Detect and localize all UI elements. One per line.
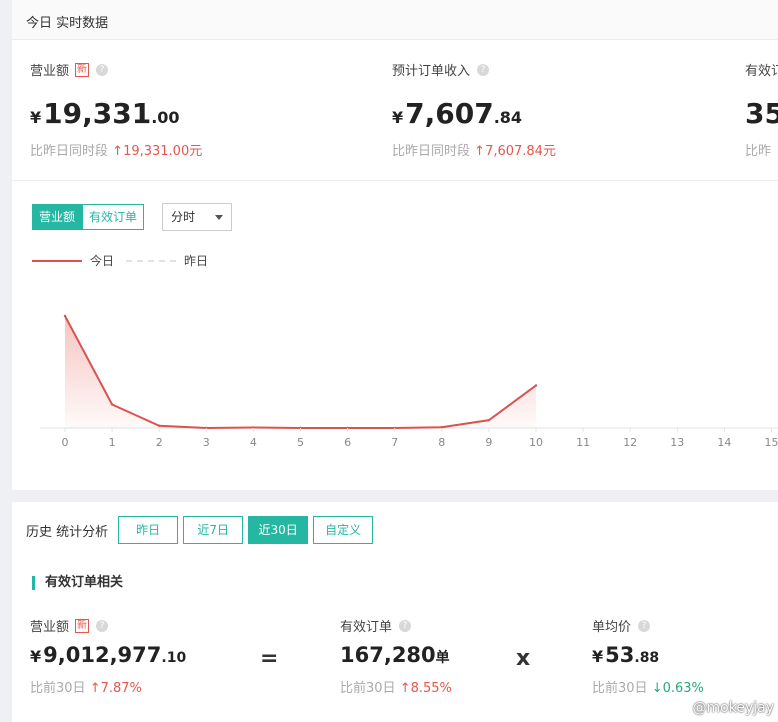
metric-value: 35 [745, 97, 778, 130]
x-tick-label: 1 [109, 436, 116, 449]
data-point-4 [252, 426, 255, 429]
x-tick-label: 14 [717, 436, 731, 449]
divider [12, 180, 778, 181]
x-tick-label: 10 [529, 436, 543, 449]
legend-label-yesterday: 昨日 [184, 254, 209, 268]
data-point-8 [440, 426, 443, 429]
help-icon[interactable]: ? [399, 619, 412, 632]
new-badge: 新 [75, 618, 90, 633]
metric-label: 单均价 [592, 620, 632, 635]
metric-compare: 比前30日 ↑8.55% [340, 681, 452, 696]
x-tick-label: 7 [391, 436, 398, 449]
section-title: 有效订单相关 [32, 576, 123, 590]
x-tick-label: 11 [576, 436, 590, 449]
data-point-2 [158, 424, 161, 427]
legend-swatch-yesterday [126, 259, 177, 262]
history-metric-avg-price: 单均价 ? ¥53.88 比前30日 ↓0.63% [592, 616, 704, 696]
range-7d-button[interactable]: 近7日 [183, 516, 244, 544]
panel-header: 今日 实时数据 [12, 0, 778, 40]
arrow-up-icon: ↑ [112, 144, 124, 159]
metric-compare: 比前30日 ↑7.87% [30, 681, 142, 696]
data-point-10 [534, 384, 538, 387]
help-icon[interactable]: ? [96, 619, 109, 632]
arrow-up-icon: ↑ [399, 681, 411, 696]
chevron-down-icon [215, 215, 223, 220]
equals-operator: = [260, 646, 279, 671]
x-tick-label: 3 [203, 436, 210, 449]
metric-label: 营业额 [30, 620, 70, 635]
metric-label: 营业额 [30, 64, 70, 79]
range-30d-button[interactable]: 近30日 [248, 516, 309, 544]
metric-label: 有效订单 [340, 620, 393, 635]
history-metric-valid-orders: 有效订单 ? 167,280单 比前30日 ↑8.55% [340, 616, 452, 696]
metric-value: ¥7,607.84 [392, 97, 523, 130]
x-tick-label: 12 [623, 436, 637, 449]
arrow-down-icon: ↓ [651, 681, 663, 696]
watermark: @mokeyjay [692, 700, 774, 716]
x-tick-label: 5 [297, 436, 304, 449]
help-icon[interactable]: ? [638, 619, 651, 632]
history-metric-revenue: 营业额 新 ? ¥9,012,977.10 比前30日 ↑7.87% [30, 616, 186, 696]
history-analysis-panel: 历史 统计分析 昨日 近7日 近30日 自定义 有效订单相关 营业额 新 ? ¥… [12, 502, 778, 722]
x-tick-label: 0 [62, 436, 69, 449]
metric-revenue: 营业额 新 ? ¥19,331.00 比昨日同时段 ↑19,331.00元 [30, 60, 202, 159]
help-icon[interactable]: ? [96, 63, 109, 76]
metric-compare: 比昨 [745, 144, 772, 159]
data-point-1 [110, 403, 114, 406]
realtime-area-chart: 0 1 2 3 4 5 6 7 8 9 10 11 12 13 14 15 [40, 314, 778, 449]
history-header: 历史 统计分析 昨日 近7日 近30日 自定义 [26, 516, 378, 544]
new-badge: 新 [75, 62, 90, 77]
metric-label: 预计订单收入 [392, 64, 471, 79]
arrow-up-icon: ↑ [89, 681, 101, 696]
x-tick-label: 15 [765, 436, 778, 449]
data-point-9 [487, 418, 491, 422]
x-tick-label: 9 [485, 436, 492, 449]
series-area-today [65, 316, 536, 428]
range-yesterday-button[interactable]: 昨日 [118, 516, 179, 544]
today-realtime-panel: 今日 实时数据 营业额 新 ? ¥19,331.00 比昨日同时段 ↑19,33… [12, 0, 778, 490]
multiply-operator: x [516, 646, 531, 671]
x-tick-label: 4 [250, 436, 257, 449]
legend-swatch-today [32, 259, 82, 262]
range-custom-button[interactable]: 自定义 [313, 516, 374, 544]
tab-revenue[interactable]: 营业额 [32, 204, 83, 230]
x-tick-label: 2 [156, 436, 163, 449]
metric-value: ¥9,012,977.10 [30, 643, 187, 667]
metric-compare: 比昨日同时段 ↑7,607.84元 [392, 144, 556, 159]
help-icon[interactable]: ? [477, 63, 490, 76]
x-tick-label: 6 [344, 436, 351, 449]
metric-estimated-income: 预计订单收入 ? ¥7,607.84 比昨日同时段 ↑7,607.84元 [392, 60, 556, 159]
series-line-today [64, 315, 537, 430]
granularity-select[interactable]: 分时 [162, 203, 232, 231]
x-tick-label: 13 [670, 436, 684, 449]
metric-tab-group: 营业额 有效订单 [32, 204, 145, 230]
metric-value: 167,280单 [340, 643, 450, 667]
data-point-0 [63, 314, 67, 318]
metric-label: 有效订 [745, 64, 778, 79]
panel-title: 今日 实时数据 [26, 16, 109, 31]
x-tick-label: 8 [438, 436, 445, 449]
metric-compare: 比昨日同时段 ↑19,331.00元 [30, 144, 203, 159]
arrow-up-icon: ↑ [474, 144, 486, 159]
chart-legend: 今日 昨日 [32, 252, 208, 269]
metric-compare: 比前30日 ↓0.63% [592, 681, 704, 696]
history-title: 历史 统计分析 [26, 524, 109, 540]
legend-label-today: 今日 [90, 254, 115, 268]
metric-value: ¥53.88 [592, 643, 660, 667]
tab-valid-orders[interactable]: 有效订单 [82, 204, 145, 230]
metric-valid-orders-cut: 有效订 35 比昨 [745, 60, 778, 159]
metric-value: ¥19,331.00 [30, 97, 180, 130]
